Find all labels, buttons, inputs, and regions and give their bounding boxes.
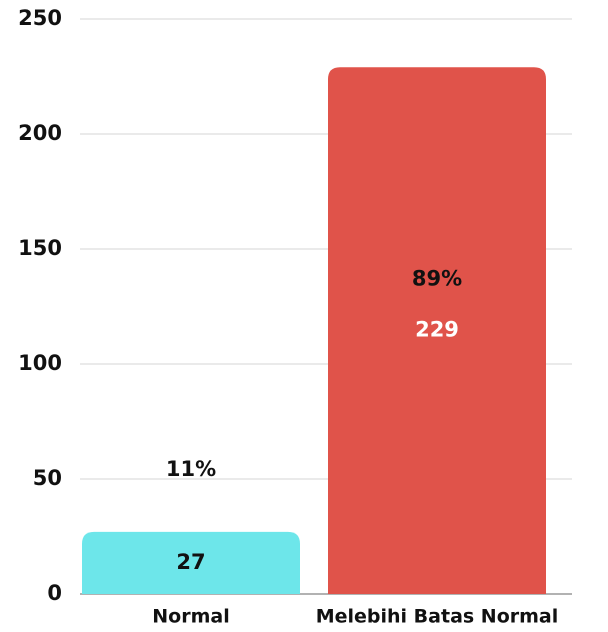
value-label: 27 xyxy=(176,550,205,574)
value-label: 229 xyxy=(415,318,459,342)
y-tick-label: 0 xyxy=(47,581,62,605)
y-tick-label: 200 xyxy=(18,121,62,145)
y-tick-label: 50 xyxy=(33,466,62,490)
y-tick-label: 250 xyxy=(18,6,62,30)
y-tick-label: 100 xyxy=(18,351,62,375)
bar xyxy=(328,67,546,595)
percent-label: 89% xyxy=(412,267,462,291)
y-tick-label: 150 xyxy=(18,236,62,260)
x-tick-label: Normal xyxy=(152,606,229,628)
x-tick-label: Melebihi Batas Normal xyxy=(316,606,559,628)
percent-label: 11% xyxy=(166,457,216,481)
bar xyxy=(82,531,300,594)
